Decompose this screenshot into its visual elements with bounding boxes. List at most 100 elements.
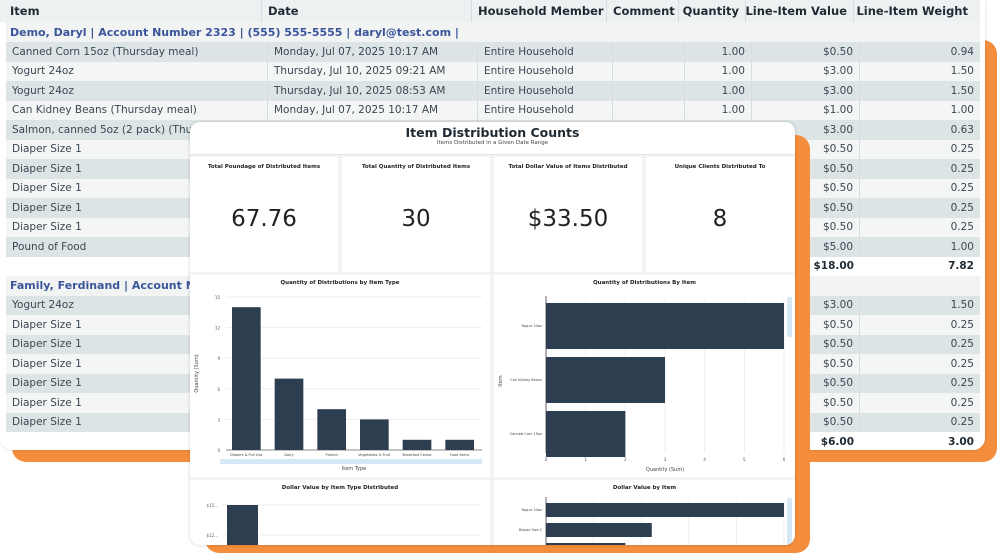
cell-value: $0.50	[752, 373, 860, 393]
bar	[402, 439, 432, 450]
bar	[360, 419, 389, 450]
cell-weight: 1.50	[950, 299, 974, 312]
chart-title: Quantity of Distributions by Item Type	[280, 280, 400, 286]
chart-title: Dollar Value by Item	[612, 485, 677, 491]
x-tick-label: Vegetables & Fruit	[358, 453, 391, 457]
kpi-value: 30	[401, 206, 431, 232]
cell-weight: 0.25	[950, 221, 974, 234]
kpi-total-poundage: Total Poundage of Distributed Items 67.76	[190, 157, 338, 272]
x-tick-label: Dairy	[284, 453, 293, 457]
kpi-unique-clients: Unique Clients Distributed To 8	[646, 157, 794, 272]
x-tick-label: 0	[545, 457, 548, 462]
cell-weight: 0.25	[950, 162, 974, 175]
cell-date: Thursday, Jul 10, 2025 09:21 AM	[268, 61, 478, 81]
cell-weight: 0.25	[950, 143, 974, 156]
kpi-label: Total Quantity of Distributed Items	[361, 164, 471, 170]
x-tick-label: Food Items	[450, 453, 469, 457]
cell-weight: 0.25	[950, 396, 974, 409]
column-header: Quantity	[679, 0, 746, 22]
cell-date: Thursday, Jul 10, 2025 08:53 AM	[268, 81, 478, 101]
y-tick-label: 12	[215, 326, 221, 331]
column-header: Line-Item Weight	[856, 4, 968, 18]
bar	[546, 303, 784, 349]
cell-weight: 0.94	[950, 45, 974, 58]
kpi-total-quantity: Total Quantity of Distributed Items 30	[342, 157, 490, 272]
y-axis-label: Quantity (Sum)	[194, 354, 200, 392]
chart-qty-by-item-svg: 0 1 2 3 4 5 6 Yogurt 24oz Can Kidney Beans Canned…	[498, 296, 792, 473]
table-row: Yogurt 24oz Thursday, Jul 10, 2025 08:53 …	[6, 81, 980, 101]
y-tick-label: Canned Corn 15oz	[510, 432, 542, 436]
dashboard-subtitle: Items Distributed in a Given Date Range	[436, 140, 549, 146]
cell-weight: 0.25	[950, 182, 974, 195]
column-header: Line-Item Value	[746, 0, 854, 22]
cell-item: Yogurt 24oz	[6, 81, 268, 101]
x-tick-label: 6	[783, 457, 786, 462]
cell-value: $3.00	[752, 61, 860, 81]
table-row: Yogurt 24oz Thursday, Jul 10, 2025 09:21 …	[6, 61, 980, 81]
column-header: Date	[262, 0, 472, 22]
cell-item: Yogurt 24oz	[6, 61, 268, 81]
cell-comment	[613, 81, 685, 101]
cell-household-member: Entire Household	[478, 42, 613, 62]
y-tick-label: Yogurt 24oz	[521, 508, 542, 512]
chart-qty-by-item: Quantity of Distributions By Item 0 1 2 3 4 5…	[494, 275, 795, 477]
cell-value: $3.00	[752, 120, 860, 140]
x-tick-label: 4	[703, 457, 706, 462]
cell-date: Monday, Jul 07, 2025 10:17 AM	[268, 100, 478, 120]
cell-value: $0.50	[752, 334, 860, 354]
cell-value: $0.50	[752, 412, 860, 432]
cell-quantity: 1.00	[685, 100, 752, 120]
y-tick-label: 15	[215, 295, 221, 300]
zoom-scrollbar[interactable]	[220, 459, 482, 464]
bar	[317, 409, 346, 450]
cell-weight: 0.25	[950, 416, 974, 429]
cell-item: Canned Corn 15oz (Thursday meal)	[6, 42, 268, 62]
kpi-value: 8	[712, 206, 728, 232]
cell-comment	[613, 61, 685, 81]
bar	[274, 378, 304, 450]
cell-weight: 1.50	[950, 84, 974, 97]
x-tick-label: Protein	[326, 453, 338, 457]
cell-value: $5.00	[752, 237, 860, 257]
x-tick-label: Diapers & Pull Ups	[230, 453, 263, 457]
kpi-label: Unique Clients Distributed To	[674, 164, 766, 170]
bar	[546, 503, 784, 517]
y-tick-label: Yogurt 24oz	[521, 324, 542, 328]
bar	[546, 543, 626, 545]
zoom-scrollbar[interactable]	[787, 297, 792, 337]
cell-weight: 0.63	[950, 123, 974, 136]
cell-household-member: Entire Household	[478, 61, 613, 81]
cell-weight: 0.25	[950, 357, 974, 370]
bar	[227, 505, 258, 545]
zoom-scrollbar[interactable]	[787, 498, 792, 545]
x-axis-label: Item Type	[342, 466, 366, 472]
kpi-value: $33.50	[527, 206, 609, 232]
chart-title: Quantity of Distributions By Item	[593, 280, 696, 286]
cell-value: $0.50	[752, 393, 860, 413]
cell-value: $0.50	[752, 354, 860, 374]
bar	[546, 357, 665, 403]
cell-weight: 3.00	[948, 435, 974, 448]
x-axis-label: Quantity (Sum)	[646, 467, 684, 473]
column-header: Comment	[607, 0, 679, 22]
cell-value: $18.00	[813, 260, 854, 272]
cell-quantity: 1.00	[685, 42, 752, 62]
dashboard-panel: Item Distribution Counts Items Distribut…	[190, 122, 795, 545]
group-header-row: Demo, Daryl | Account Number 2323 | (555…	[6, 22, 980, 42]
kpi-label: Total Dollar Value of Items Distributed	[508, 164, 628, 170]
chart-dollar-by-type: Dollar Value by Item Type Distributed $1…	[190, 480, 490, 545]
y-tick-label: Can Kidney Beans	[510, 378, 542, 382]
chart-dollar-by-item-svg: Yogurt 24oz Diaper Size 1	[519, 497, 792, 545]
chart-qty-by-type-svg: 0 3 6 9 12 15 Diapers & Pull Ups Dairy Protein Ve…	[194, 295, 482, 472]
chart-title: Dollar Value by Item Type Distributed	[281, 485, 399, 491]
table-header: Item Date Household Member Comment Quantity L…	[0, 0, 980, 22]
column-header: Item	[0, 0, 262, 22]
chart-qty-by-type: Quantity of Distributions by Item Type 0…	[190, 275, 490, 477]
y-tick-label: Diaper Size 1	[519, 528, 542, 532]
cell-value: $0.50	[752, 139, 860, 159]
cell-weight: 0.25	[950, 338, 974, 351]
cell-value: $0.50	[752, 42, 860, 62]
chart-dollar-by-item: Dollar Value by Item Yogurt 24oz Diaper S…	[494, 480, 795, 545]
cell-weight: 1.00	[950, 104, 974, 117]
x-tick-label: 2	[624, 457, 627, 462]
